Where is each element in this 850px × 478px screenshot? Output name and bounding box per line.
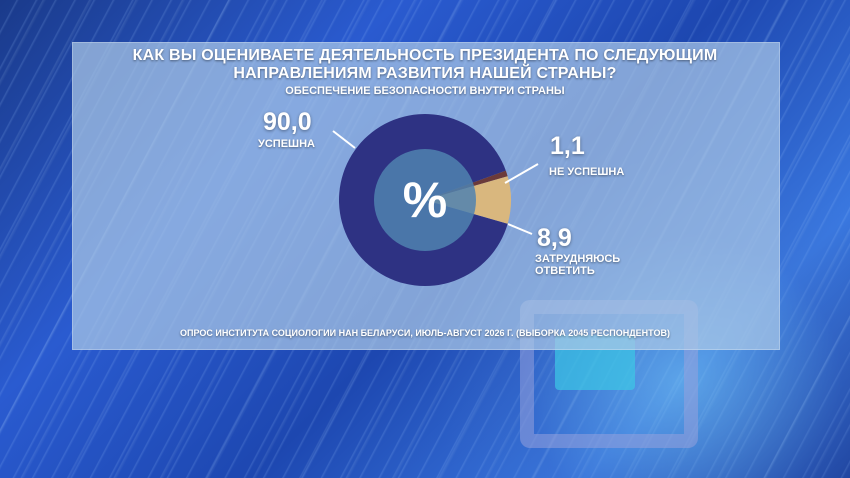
data-label-undecided-line-2: ОТВЕТИТЬ	[535, 265, 595, 277]
leader-line-not-success	[504, 163, 539, 184]
leader-line-undecided	[507, 223, 533, 235]
leader-line-success	[332, 130, 356, 149]
percent-symbol: %	[403, 172, 447, 228]
chart-title: КАК ВЫ ОЦЕНИВАЕТЕ ДЕЯТЕЛЬНОСТЬ ПРЕЗИДЕНТ…	[72, 47, 778, 83]
data-label-undecided-text: ЗАТРУДНЯЮСЬ ОТВЕТИТЬ	[535, 253, 620, 277]
data-label-success-text: УСПЕШНА	[258, 138, 315, 150]
data-label-undecided-value: 8,9	[537, 224, 572, 252]
chart-subtitle: ОБЕСПЕЧЕНИЕ БЕЗОПАСНОСТИ ВНУТРИ СТРАНЫ	[285, 85, 565, 97]
data-label-not-success-text: НЕ УСПЕШНА	[549, 166, 625, 178]
chart-title-line-1: КАК ВЫ ОЦЕНИВАЕТЕ ДЕЯТЕЛЬНОСТЬ ПРЕЗИДЕНТ…	[132, 47, 718, 64]
chart-title-line-2: НАПРАВЛЕНИЯМ РАЗВИТИЯ НАШЕЙ СТРАНЫ?	[233, 65, 617, 82]
data-label-success-value: 90,0	[263, 108, 312, 136]
data-label-undecided-line-1: ЗАТРУДНЯЮСЬ	[535, 253, 621, 265]
chart-footer-source: ОПРОС ИНСТИТУТА СОЦИОЛОГИИ НАН БЕЛАРУСИ,…	[180, 328, 670, 338]
donut-hole	[374, 149, 476, 251]
data-label-not-success-value: 1,1	[550, 132, 585, 160]
